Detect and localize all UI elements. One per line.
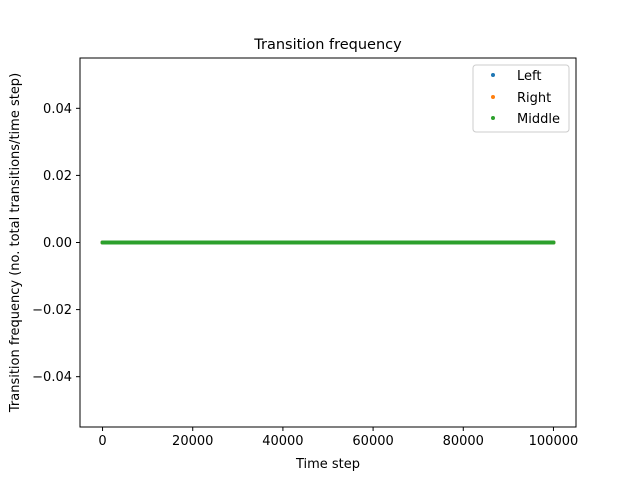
y-tick-label: −0.02 [32,303,72,318]
y-tick-label: 0.00 [43,236,72,251]
y-axis-ticks: −0.04 −0.02 0.00 0.02 0.04 [32,102,80,385]
legend-marker-left [491,73,495,77]
legend-label-left: Left [517,69,541,84]
x-tick-label: 0 [98,434,106,449]
legend-box [472,64,570,133]
legend-marker-right [491,95,495,99]
x-tick-label: 80000 [443,434,484,449]
chart-title: Transition frequency [253,37,402,53]
y-tick-label: 0.04 [43,102,72,117]
x-tick-label: 100000 [529,434,579,449]
legend-marker-middle [491,116,495,120]
y-tick-label: −0.04 [32,370,72,385]
legend-label-right: Right [517,91,551,106]
plot-frame [79,57,577,428]
x-tick-label: 40000 [262,434,303,449]
legend: Left Right Middle [472,64,570,133]
x-tick-label: 60000 [352,434,393,449]
x-axis-ticks: 0 20000 40000 60000 80000 100000 [98,427,578,449]
x-axis-label: Time step [295,457,360,472]
y-axis-label: Transition frequency (no. total transiti… [8,73,23,413]
legend-label-middle: Middle [517,112,560,127]
x-tick-label: 20000 [172,434,213,449]
y-tick-label: 0.02 [43,169,72,184]
